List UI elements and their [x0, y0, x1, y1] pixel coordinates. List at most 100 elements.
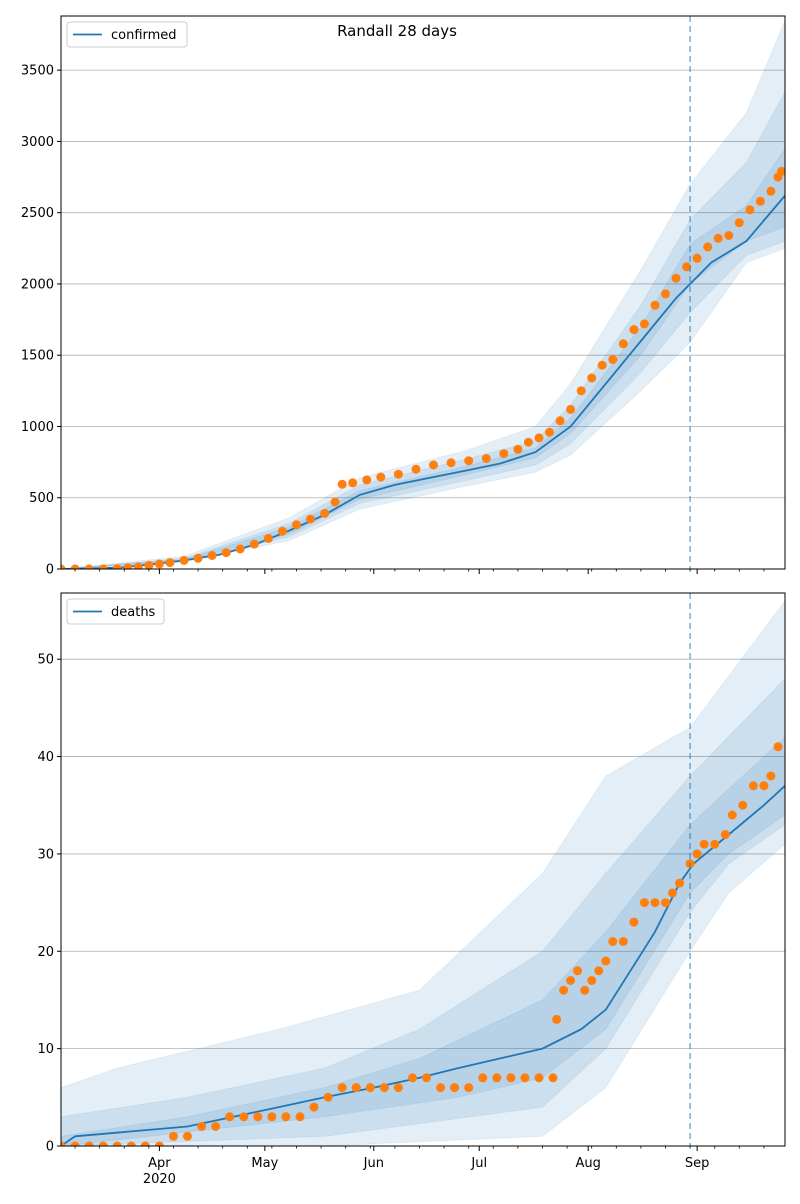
- figure-title: Randall 28 days: [337, 22, 457, 40]
- observed-point: [661, 898, 670, 908]
- legend-label: confirmed: [111, 28, 177, 43]
- observed-point: [436, 1083, 446, 1093]
- observed-point: [70, 1141, 80, 1146]
- observed-point: [221, 548, 231, 558]
- y-tick-label: 1500: [21, 349, 54, 364]
- observed-point: [675, 878, 685, 888]
- observed-point: [249, 539, 259, 549]
- observed-point: [84, 564, 94, 569]
- observed-point: [650, 300, 660, 310]
- observed-point: [281, 1112, 291, 1122]
- observed-point: [292, 520, 301, 530]
- observed-point: [766, 186, 776, 196]
- observed-point: [587, 373, 597, 383]
- observed-point: [393, 1083, 403, 1093]
- observed-point: [520, 1073, 530, 1083]
- observed-point: [692, 253, 702, 263]
- observed-point: [566, 404, 576, 414]
- observed-point: [165, 558, 175, 568]
- observed-point: [140, 1141, 150, 1146]
- y-tick-label: 30: [37, 847, 54, 862]
- observed-point: [277, 526, 287, 536]
- plot-area: [61, 599, 785, 1146]
- observed-point: [608, 355, 618, 364]
- x-tick-label: Sep: [685, 1156, 710, 1171]
- observed-point: [61, 564, 66, 569]
- y-tick-label: 2500: [21, 206, 54, 221]
- observed-point: [126, 1141, 136, 1146]
- observed-point: [235, 544, 245, 554]
- observed-point: [144, 560, 154, 569]
- observed-point: [534, 433, 544, 443]
- observed-point: [759, 781, 769, 791]
- observed-point: [703, 242, 713, 252]
- x-tick-label: Jul: [470, 1156, 487, 1171]
- observed-point: [661, 289, 670, 299]
- observed-point: [348, 478, 358, 488]
- observed-point: [98, 564, 108, 569]
- y-tick-label: 0: [46, 1140, 54, 1155]
- observed-point: [720, 830, 730, 839]
- observed-point: [207, 551, 217, 560]
- observed-point: [446, 458, 456, 468]
- uncertainty-band: [61, 599, 785, 1146]
- observed-point: [179, 555, 189, 565]
- x-tick-label: Jun: [363, 1156, 384, 1171]
- observed-point: [566, 976, 576, 985]
- observed-point: [478, 1073, 488, 1083]
- uncertainty-band: [61, 20, 785, 569]
- observed-point: [309, 1102, 319, 1112]
- observed-point: [211, 1122, 221, 1131]
- observed-point: [499, 449, 509, 459]
- observed-point: [671, 273, 681, 283]
- y-tick-label: 0: [46, 563, 54, 578]
- uncertainty-band: [61, 736, 785, 1146]
- observed-point: [123, 563, 133, 569]
- observed-point: [376, 472, 386, 482]
- x-tick-label: May: [251, 1156, 278, 1171]
- observed-point: [263, 533, 273, 543]
- y-tick-label: 3500: [21, 64, 54, 79]
- observed-point: [320, 508, 330, 518]
- observed-point: [629, 917, 639, 927]
- deaths-panel: 0 10 20 30 40 50 Apr May Jun Jul Aug Sep 2020 deaths: [37, 592, 786, 1187]
- observed-point: [608, 937, 618, 946]
- x-year-label: 2020: [143, 1172, 176, 1187]
- observed-point: [323, 1092, 333, 1102]
- observed-point: [545, 427, 554, 437]
- uncertainty-band: [61, 677, 785, 1146]
- observed-point: [197, 1122, 207, 1131]
- x-tick-label: Aug: [575, 1156, 600, 1171]
- observed-point: [98, 1141, 108, 1146]
- y-tick-label: 20: [37, 945, 54, 960]
- observed-point: [682, 262, 692, 272]
- observed-point: [573, 966, 583, 976]
- observed-point: [555, 416, 565, 426]
- plot-area: [61, 20, 785, 569]
- observed-point: [393, 469, 403, 479]
- observed-point: [548, 1073, 558, 1083]
- observed-point: [534, 1073, 544, 1083]
- observed-point: [365, 1083, 375, 1093]
- observed-point: [699, 839, 709, 849]
- observed-point: [597, 360, 607, 370]
- observed-point: [267, 1112, 277, 1122]
- observed-point: [668, 888, 677, 898]
- y-tick-label: 40: [37, 750, 54, 765]
- observed-point: [253, 1112, 263, 1122]
- observed-point: [193, 553, 203, 563]
- observed-point: [411, 464, 421, 474]
- observed-point: [745, 205, 755, 215]
- observed-point: [337, 1083, 347, 1093]
- observed-point: [513, 444, 523, 454]
- observed-point: [601, 956, 611, 966]
- y-tick-label: 2000: [21, 277, 54, 292]
- observed-point: [594, 966, 604, 976]
- observed-point: [618, 339, 628, 349]
- observed-point: [306, 514, 315, 524]
- observed-point: [639, 319, 649, 329]
- observed-point: [133, 562, 143, 569]
- observed-point: [629, 325, 639, 335]
- observed-point: [576, 386, 586, 396]
